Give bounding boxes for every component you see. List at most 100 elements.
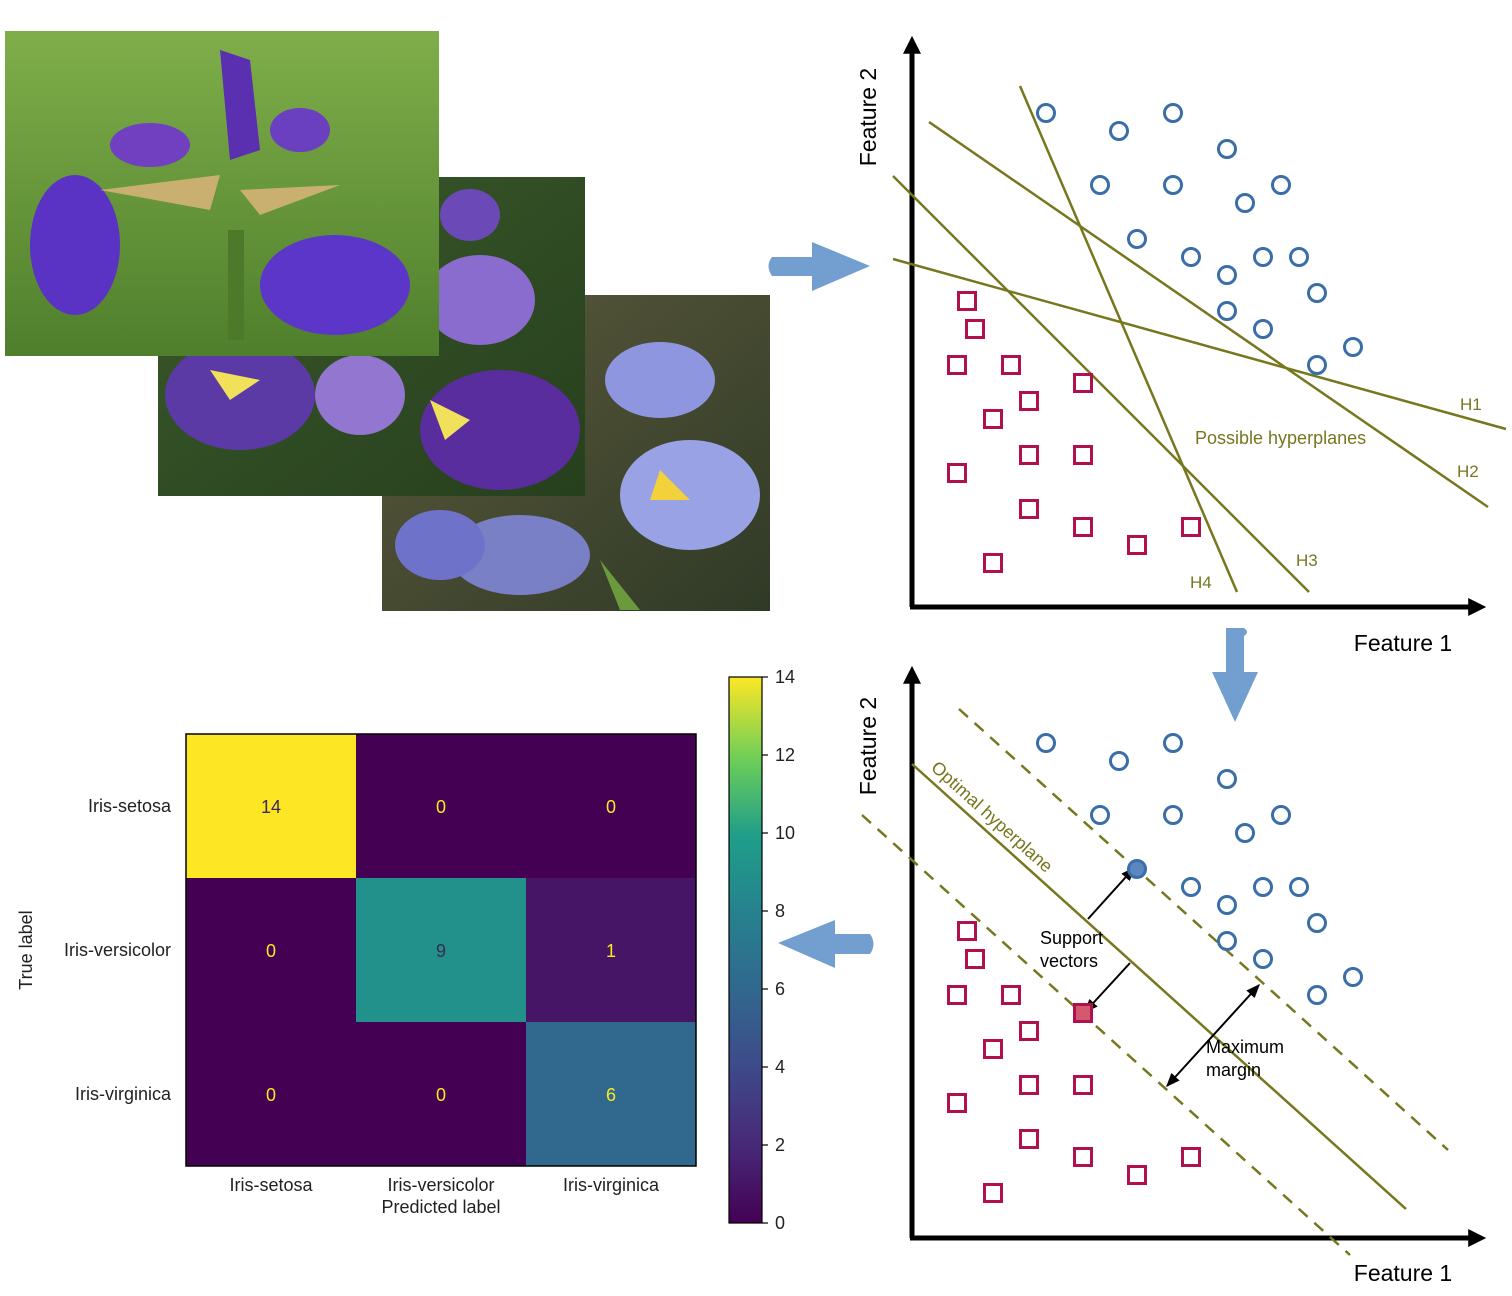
margin-line-upper — [958, 708, 1449, 1151]
cell-value: 9 — [436, 941, 446, 961]
cell-value: 0 — [266, 1085, 276, 1105]
class-square-point — [1073, 1075, 1093, 1095]
class-circle-point — [1181, 877, 1201, 897]
support-vectors-label-1: Support — [1040, 928, 1103, 948]
matrix-cell — [186, 878, 356, 1022]
class-circle-point — [1036, 733, 1056, 753]
class-circle-point — [1163, 175, 1183, 195]
support-vector-circle — [1127, 859, 1147, 879]
class-circle-point — [1090, 175, 1110, 195]
matrix-cell — [356, 734, 526, 878]
class-circle-point — [1109, 751, 1129, 771]
colorbar-tick-label: 8 — [775, 901, 785, 921]
colorbar-tick-label: 6 — [775, 979, 785, 999]
class-square-point — [1181, 517, 1201, 537]
flow-arrow-right — [768, 242, 870, 291]
class-square-point — [1073, 445, 1093, 465]
row-tick-label: Iris-setosa — [88, 796, 172, 816]
class-circle-point — [1109, 121, 1129, 141]
class-square-point — [965, 949, 985, 969]
matrix-frame — [185, 733, 697, 1167]
class-square-point — [957, 921, 977, 941]
class-square-point — [1019, 1075, 1039, 1095]
optimal-panel: Feature 1 Feature 2 Optimal hyperplane S… — [855, 665, 1487, 1286]
support-vector-square — [1073, 1003, 1093, 1023]
class-circle-point — [1289, 877, 1309, 897]
class-circle-point — [1217, 265, 1237, 285]
col-tick-label: Iris-virginica — [563, 1175, 660, 1195]
y-axis-label-2: Feature 2 — [855, 697, 881, 795]
class-circle-point — [1343, 967, 1363, 987]
row-tick-label: Iris-virginica — [75, 1084, 172, 1104]
matrix-labels: Iris-setosa Iris-versicolor Iris-virginica… — [64, 796, 660, 1195]
class-circle-point — [1217, 301, 1237, 321]
class-square-point — [957, 291, 977, 311]
class-circle-point — [1253, 877, 1273, 897]
class-circle-point — [1253, 949, 1273, 969]
x-axis-label: Feature 1 — [1354, 630, 1452, 656]
colorbar-tick-label: 0 — [775, 1213, 785, 1233]
matrix-cell — [526, 878, 696, 1022]
true-label-title: True label — [16, 910, 36, 989]
class-square-point — [983, 409, 1003, 429]
class-square-point — [1019, 1129, 1039, 1149]
matrix-cell — [186, 1022, 356, 1166]
colorbar-tick-label: 12 — [775, 745, 795, 765]
class-square-point — [983, 553, 1003, 573]
class-circle-point — [1343, 337, 1363, 357]
class-square-point — [983, 1039, 1003, 1059]
label-h4: H4 — [1190, 573, 1212, 592]
cell-value: 14 — [261, 797, 281, 817]
support-vectors-label-2: vectors — [1040, 951, 1098, 971]
hyperplane-h3 — [892, 175, 1310, 593]
cell-value: 1 — [606, 941, 616, 961]
col-tick-label: Iris-setosa — [229, 1175, 313, 1195]
hyperplane-h2 — [928, 120, 1489, 509]
class-square-point — [1019, 1021, 1039, 1041]
class-circle-point — [1163, 103, 1183, 123]
class-circle-point — [1289, 247, 1309, 267]
predicted-label-title: Predicted label — [381, 1197, 500, 1217]
margin-arrow — [1166, 983, 1260, 1088]
class-circle-point — [1307, 985, 1327, 1005]
class-circle-point — [1217, 931, 1237, 951]
colorbar-tick-label: 2 — [775, 1135, 785, 1155]
class-circle-point — [1036, 103, 1056, 123]
class-square-point — [1019, 499, 1039, 519]
class-square-point — [947, 355, 967, 375]
row-tick-label: Iris-versicolor — [64, 940, 171, 960]
optimal-hyperplane — [911, 763, 1407, 1210]
class-circle-point — [1235, 823, 1255, 843]
data-points-top — [947, 103, 1363, 573]
y-axis-label: Feature 2 — [855, 68, 881, 166]
matrix-cell — [526, 1022, 696, 1166]
matrix-cells: 14 0 0 0 9 1 0 0 6 — [186, 734, 696, 1166]
class-circle-point — [1253, 247, 1273, 267]
colorbar-tick-label: 10 — [775, 823, 795, 843]
margin-line-lower — [861, 814, 1351, 1256]
optimal-hyperplane-label: Optimal hyperplane — [927, 757, 1056, 876]
flow-arrow-left — [778, 920, 874, 968]
colorbar-tick-label: 4 — [775, 1057, 785, 1077]
class-square-point — [1181, 1147, 1201, 1167]
iris-photo-1 — [5, 31, 439, 356]
label-h2: H2 — [1457, 462, 1479, 481]
label-h3: H3 — [1296, 551, 1318, 570]
x-axis-label-2: Feature 1 — [1354, 1260, 1452, 1286]
hyperplanes-panel: Feature 1 Feature 2 Possible hyperplanes… — [855, 35, 1507, 656]
hyperplanes-caption: Possible hyperplanes — [1195, 428, 1366, 448]
class-circle-point — [1181, 247, 1201, 267]
matrix-cell — [186, 734, 356, 878]
class-square-point — [1073, 373, 1093, 393]
class-square-point — [1019, 445, 1039, 465]
max-margin-label-2: margin — [1206, 1060, 1261, 1080]
matrix-cell — [356, 878, 526, 1022]
class-square-point — [1001, 985, 1021, 1005]
cell-value: 0 — [436, 1085, 446, 1105]
class-square-point — [983, 1183, 1003, 1203]
class-square-point — [1127, 1165, 1147, 1185]
hyperplane-h4 — [1018, 85, 1239, 593]
cell-value: 6 — [606, 1085, 616, 1105]
class-circle-point — [1127, 229, 1147, 249]
